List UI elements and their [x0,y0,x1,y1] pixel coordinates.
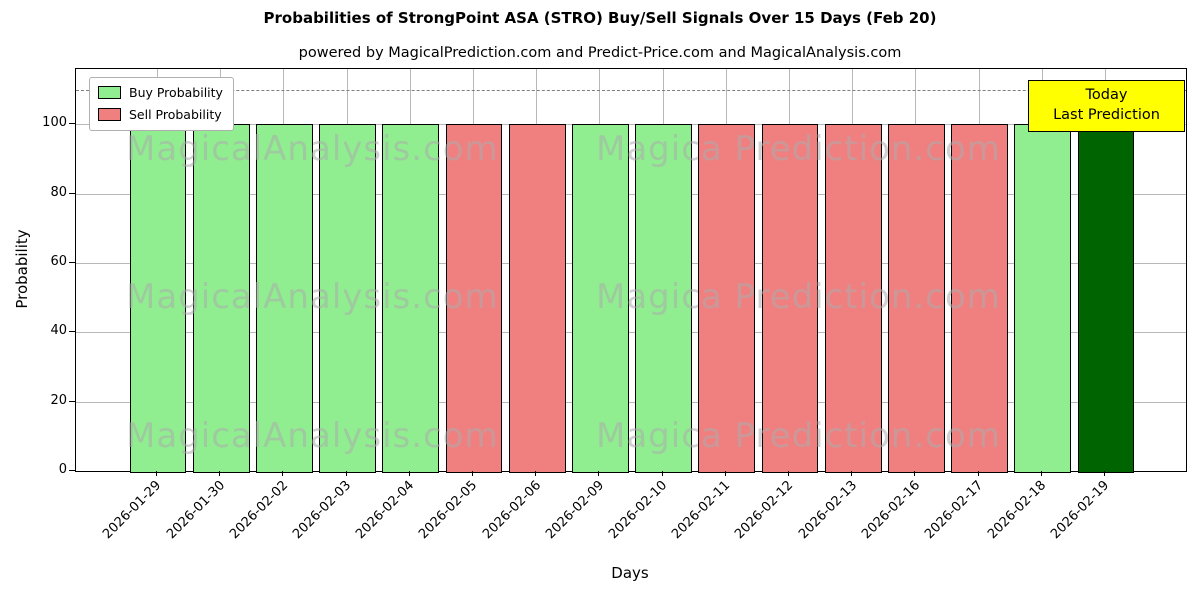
bar-2026-02-06 [508,124,566,473]
y-tick-label: 20 [50,392,67,408]
bar-2026-02-16 [887,124,945,473]
y-tick-mark [69,470,75,471]
x-tick-label: 2026-02-05 [416,478,481,543]
x-tick-mark [851,471,853,476]
h-gridline [76,193,1186,195]
y-tick-label: 0 [58,462,67,477]
x-tick-mark [724,471,726,476]
x-tick-label: 2026-02-02 [226,478,291,543]
bar-2026-01-30 [192,124,250,473]
legend-item: Buy Probability [98,85,223,100]
y-tick-label: 40 [50,323,67,339]
today-box-line: Last Prediction [1053,107,1160,124]
bar-2026-02-12 [761,124,819,473]
x-tick-label: 2026-02-10 [606,478,671,543]
watermark-text: Magica Prediction.com [596,416,1001,456]
x-tick-mark [408,471,410,476]
bar-2026-02-04 [382,124,440,473]
today-annotation: Today Last Prediction [1028,80,1185,132]
x-tick-mark [345,471,347,476]
x-tick-label: 2026-02-13 [795,478,860,543]
plot-area: Buy Probability Sell Probability Today Las… [75,68,1187,473]
h-gridline [76,124,1186,126]
h-gridline [76,332,1186,334]
threshold-dashed-line [76,89,1186,91]
x-tick-label: 2026-02-19 [1048,478,1113,543]
x-tick-label: 2026-02-03 [290,478,355,543]
h-gridline [76,263,1186,265]
x-tick-mark [156,471,157,476]
x-tick-mark [472,471,473,476]
x-tick-label: 2026-02-17 [922,478,987,543]
x-tick-mark [598,471,600,476]
bar-2026-02-03 [319,124,377,473]
y-tick-mark [69,123,75,125]
h-gridline [76,401,1186,403]
x-tick-mark [661,471,663,476]
y-tick-label: 60 [50,254,67,270]
x-tick-mark [1104,471,1105,476]
legend-swatch [98,108,121,121]
x-tick-mark [282,471,284,476]
y-tick-label: 80 [50,184,67,200]
x-tick-mark [914,471,916,476]
y-tick-label: 100 [42,115,67,131]
bar-2026-02-10 [635,124,693,473]
x-tick-label: 2026-02-12 [732,478,797,543]
legend-swatch [98,86,121,99]
bar-2026-02-02 [255,124,313,473]
x-tick-mark [1040,471,1042,476]
x-tick-label: 2026-02-16 [858,478,923,543]
x-tick-mark [977,471,979,476]
x-tick-label: 2026-02-06 [479,478,544,543]
x-tick-label: 2026-02-11 [669,478,734,543]
x-tick-label: 2026-02-09 [542,478,607,543]
bar-2026-02-19 [1077,124,1135,473]
bar-2026-02-05 [445,124,503,473]
today-box-line: Today [1085,87,1128,103]
x-tick-mark [788,471,789,476]
bar-2026-02-18 [1014,124,1072,473]
y-tick-mark [69,331,75,333]
legend-item: Sell Probability [98,107,223,122]
x-tick-label: 2026-02-04 [353,478,418,543]
chart-subtitle: powered by MagicalPrediction.com and Pre… [298,45,902,61]
y-tick-mark [69,400,75,402]
watermark-text: MagicalAnalysis.com [126,129,499,169]
x-tick-label: 2026-01-30 [163,478,228,543]
bar-2026-02-17 [951,124,1009,473]
x-tick-label: 2026-01-29 [100,478,165,543]
x-axis-label: Days [611,564,649,582]
legend-label: Sell Probability [129,107,222,122]
legend: Buy Probability Sell Probability [89,77,234,131]
bar-2026-02-13 [824,124,882,473]
bar-2026-02-11 [698,124,756,473]
x-tick-label: 2026-02-18 [985,478,1050,543]
watermark-text: MagicalAnalysis.com [126,277,499,317]
y-tick-mark [69,262,75,264]
x-tick-mark [535,471,537,476]
watermark-text: MagicalAnalysis.com [126,416,499,456]
chart-title: Probabilities of StrongPoint ASA (STRO) … [263,9,937,27]
bar-2026-02-09 [571,124,629,473]
y-tick-mark [69,192,75,194]
watermark-text: Magica Prediction.com [596,129,1001,169]
legend-label: Buy Probability [129,85,223,100]
x-tick-mark [219,471,221,476]
watermark-text: Magica Prediction.com [596,277,1001,317]
